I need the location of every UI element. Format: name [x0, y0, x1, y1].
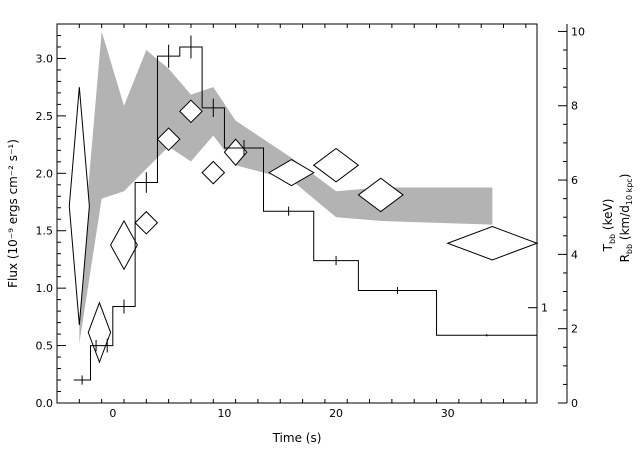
plot-frame	[56, 23, 538, 404]
right-tick-label: 6	[571, 174, 578, 187]
radius-diamond-9	[312, 147, 360, 183]
radius-diamond-5	[179, 99, 203, 124]
right-axis-label-radius: Rbb (km/d10 kpc)	[618, 174, 634, 263]
radius-diamond-7	[223, 138, 248, 166]
t-subscript: bb	[608, 234, 617, 244]
left-tick-label: 1.0	[36, 282, 54, 295]
radius-diamond-4	[156, 127, 181, 152]
temperature-band	[79, 31, 493, 344]
flux-histogram	[73, 35, 537, 385]
left-tick-label: 1.5	[36, 225, 54, 238]
x-axis-ticks: 0 10 20 30	[56, 24, 527, 420]
radius-diamond-10	[357, 177, 404, 213]
x-tick-label: 30	[441, 407, 455, 420]
left-axis-label: Flux (10⁻⁹ ergs cm⁻² s⁻¹)	[6, 139, 20, 288]
r-symbol: R	[618, 254, 632, 262]
t-symbol: T	[601, 243, 615, 252]
radius-diamond-0	[68, 87, 90, 326]
left-tick-label: 0.5	[36, 340, 54, 353]
radius-diamond-1	[87, 301, 112, 364]
x-tick-label: 0	[109, 407, 116, 420]
left-tick-label: 2.5	[36, 110, 54, 123]
flux-step-line	[73, 46, 537, 381]
left-tick-label: 2.0	[36, 167, 54, 180]
left-tick-label: 3.0	[36, 52, 54, 65]
r-subscript: bb	[625, 244, 634, 254]
right-tick-label: 10	[571, 25, 585, 38]
temperature-band-area	[79, 31, 493, 344]
right-tick-label: 2	[571, 323, 578, 336]
r-unit-close: )	[618, 174, 632, 179]
x-axis-label: Time (s)	[272, 431, 322, 445]
radius-diamond-11	[446, 225, 539, 261]
radius-diamonds	[68, 87, 539, 364]
right-tick-label: 4	[571, 248, 578, 261]
radius-diamond-8	[268, 159, 315, 187]
left-axis-ticks: 0.0 0.5 1.0 1.5 2.0 2.5 3.0	[36, 23, 66, 410]
radius-diamond-2	[110, 219, 138, 271]
x-tick-label: 10	[217, 407, 231, 420]
right-tick-label: 0	[571, 397, 578, 410]
radius-diamond-3	[134, 210, 159, 235]
r-unit-open: (km/d	[618, 205, 632, 244]
left-tick-label: 0.0	[36, 397, 54, 410]
right-axis-ticks: 0 2 4 6 8 10 1	[528, 25, 585, 410]
inner-right-tick-label: 1	[541, 302, 548, 315]
radius-diamond-6	[201, 160, 226, 185]
right-tick-label: 8	[571, 100, 578, 113]
x-tick-label: 20	[329, 407, 343, 420]
right-axis-label-temperature: Tbb (keV)	[601, 199, 617, 253]
r-unit-subscript: 10 kpc	[625, 178, 634, 205]
t-unit: (keV)	[601, 199, 615, 234]
